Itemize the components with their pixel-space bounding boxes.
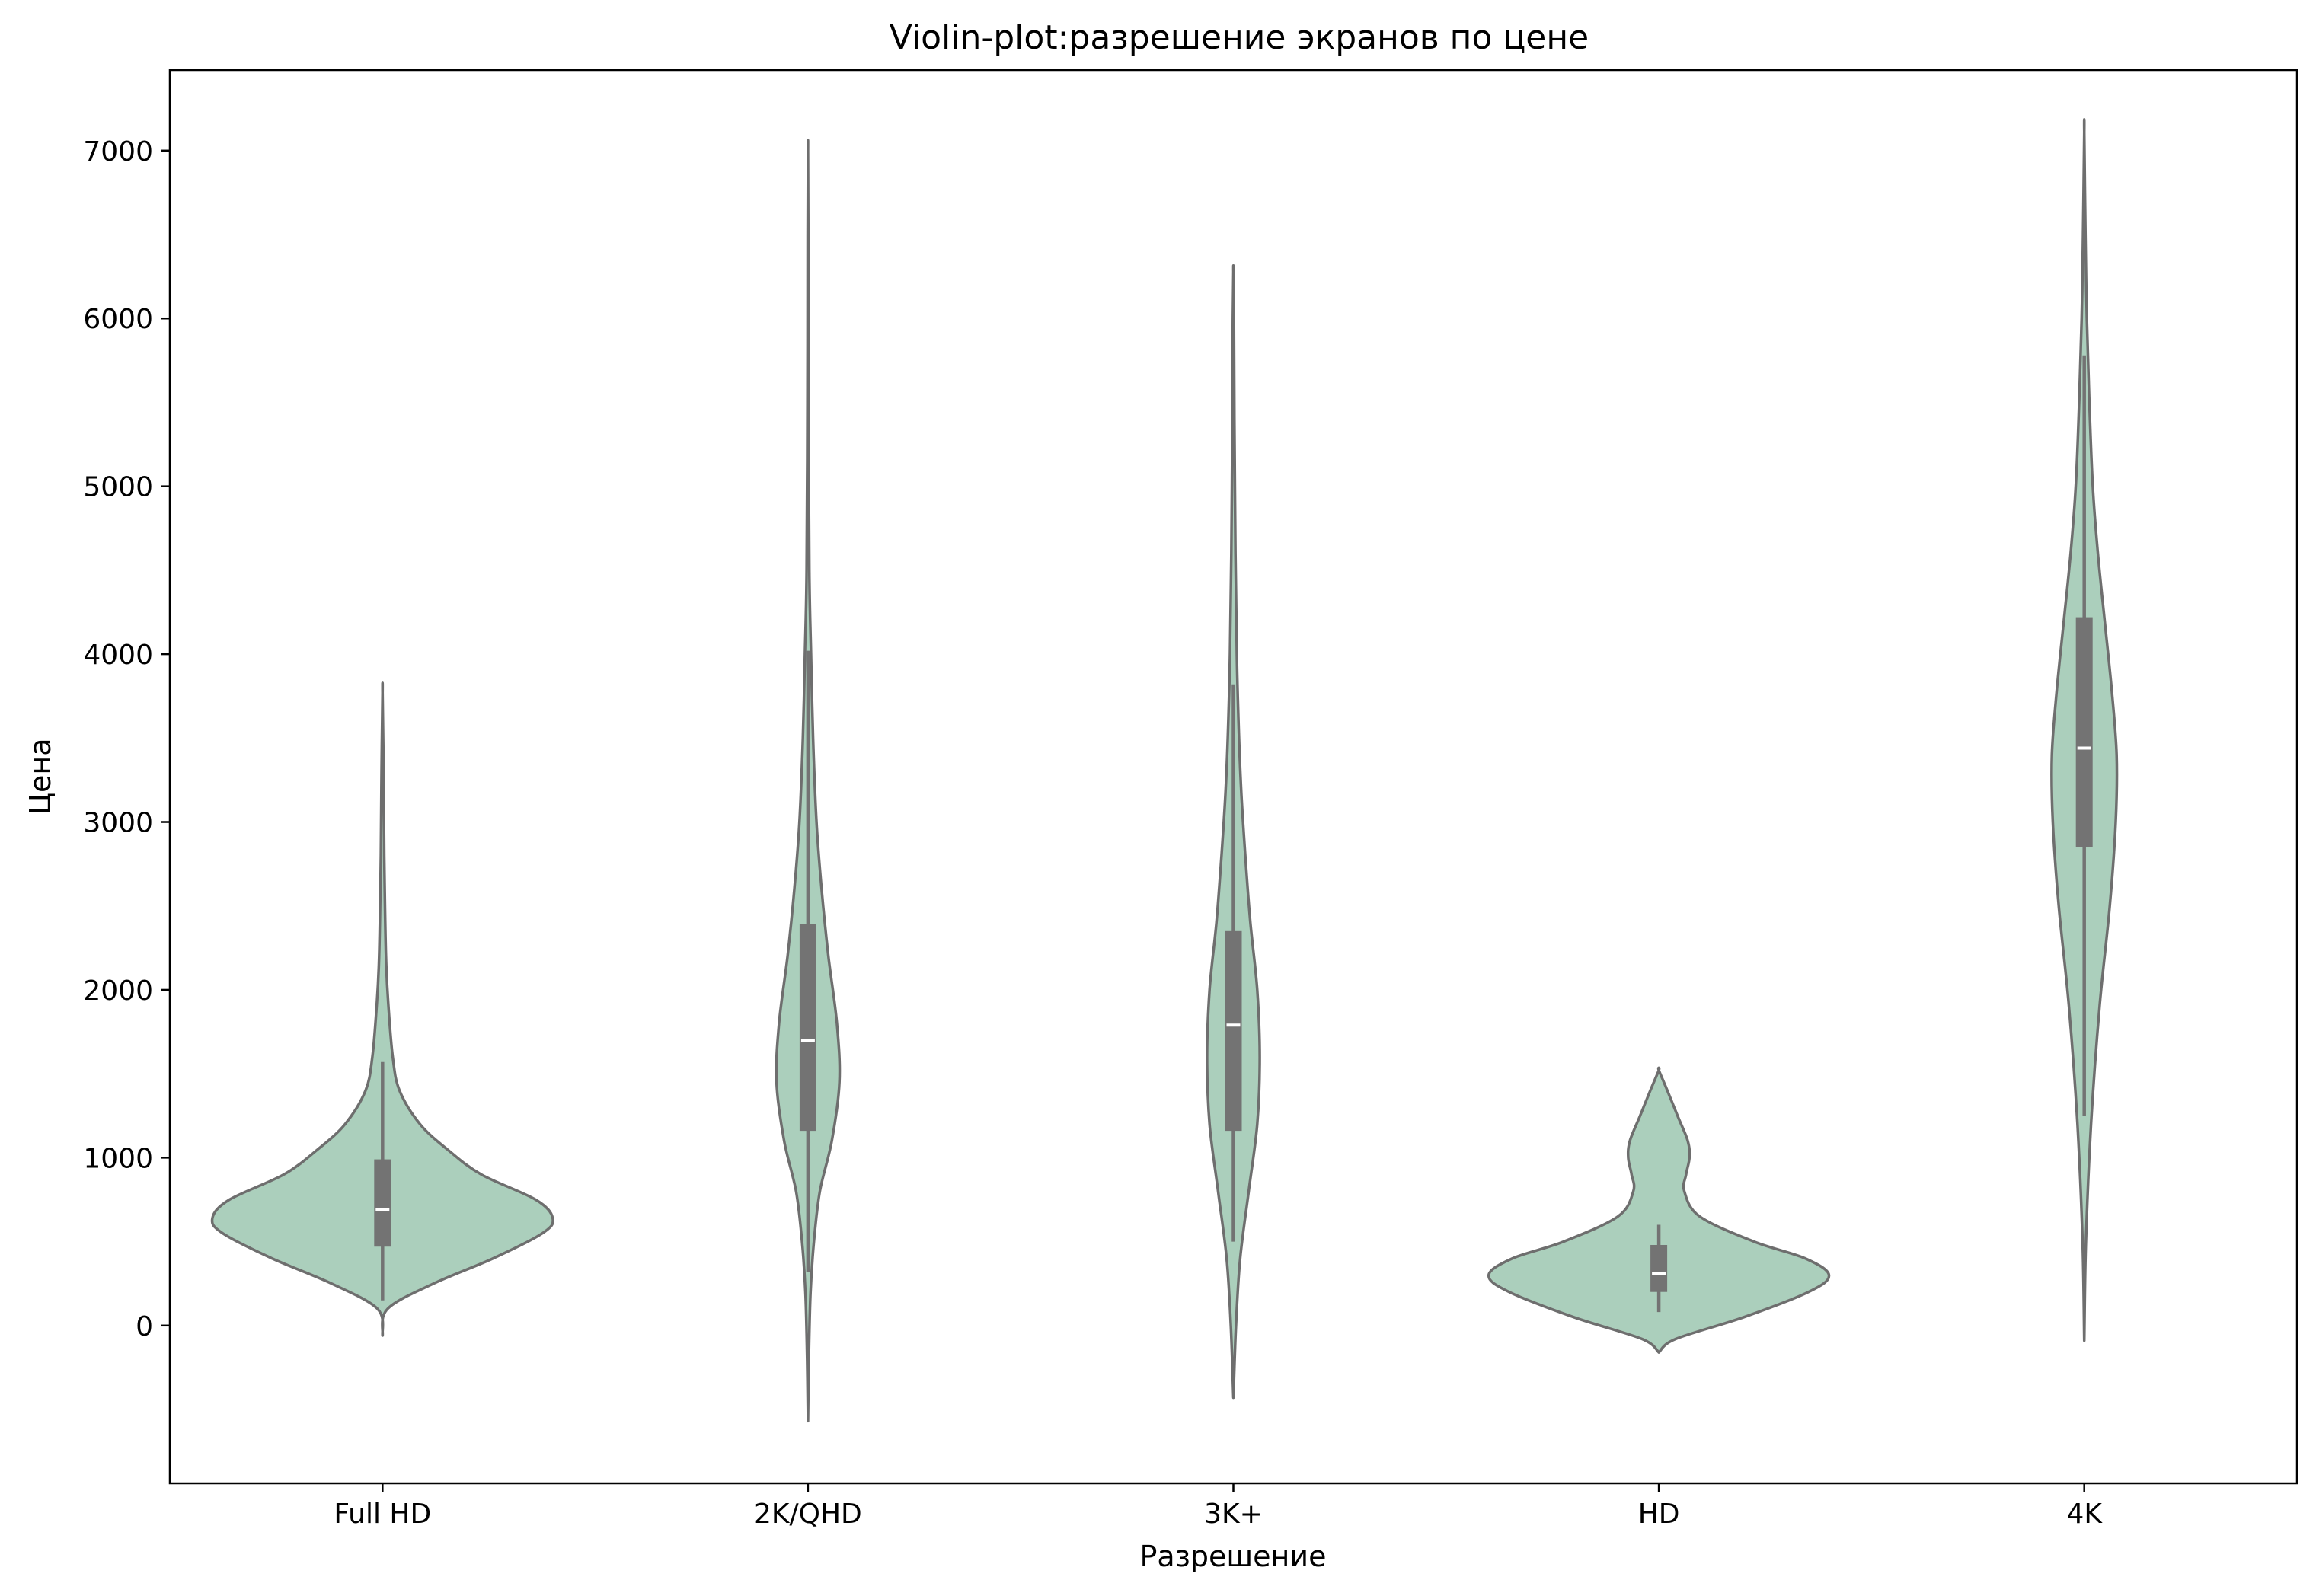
violin-iqr-box xyxy=(374,1159,391,1247)
violin-group xyxy=(1487,1066,1831,1354)
violin-body xyxy=(1487,1066,1831,1354)
y-tick-label: 5000 xyxy=(83,472,153,503)
x-tick-label: HD xyxy=(1638,1499,1680,1530)
y-tick-label: 7000 xyxy=(83,136,153,168)
violin-iqr-box xyxy=(1650,1244,1668,1292)
y-tick-label: 2000 xyxy=(83,975,153,1007)
violin-body xyxy=(210,681,554,1337)
violin-group xyxy=(1206,264,1261,1400)
violin-iqr-box xyxy=(799,924,816,1132)
y-axis: 0 1000 2000 3000 4000 5000 6000 7000 xyxy=(83,136,170,1342)
violin-iqr-box xyxy=(2075,617,2093,847)
x-axis-label: Разрешение xyxy=(1140,1540,1327,1573)
violin-layer xyxy=(210,117,2119,1423)
y-tick-label: 6000 xyxy=(83,304,153,335)
x-tick-label: Full HD xyxy=(334,1499,431,1530)
x-tick-label: 3K+ xyxy=(1204,1499,1263,1530)
x-tick-label: 2K/QHD xyxy=(754,1499,862,1530)
x-tick-label: 4K xyxy=(2066,1499,2103,1530)
violin-group xyxy=(210,681,554,1337)
violin-group xyxy=(775,139,842,1423)
y-tick-label: 0 xyxy=(136,1311,153,1342)
chart-title: Violin-plot:разрешение экранов по цене xyxy=(890,18,1589,57)
y-axis-label: Цена xyxy=(24,738,57,815)
y-tick-label: 4000 xyxy=(83,640,153,671)
violin-group xyxy=(2050,117,2119,1342)
y-tick-label: 1000 xyxy=(83,1143,153,1174)
violin-iqr-box xyxy=(1225,930,1242,1132)
x-axis: Full HD 2K/QHD 3K+ HD 4K xyxy=(334,1483,2103,1530)
y-tick-label: 3000 xyxy=(83,808,153,839)
